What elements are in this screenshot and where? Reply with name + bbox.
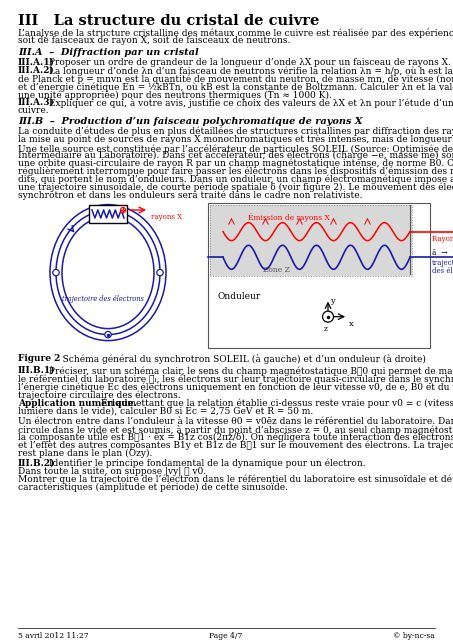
Text: Une telle source est constituée par l’accélérateur de particules SOLEIL (Source:: Une telle source est constituée par l’ac… (18, 143, 453, 154)
Text: Un électron entre dans l’onduleur à la vitesse θ0 = v0ēz dans le référentiel du : Un électron entre dans l’onduleur à la v… (18, 417, 453, 426)
Text: caractéristiques (amplitude et période) de cette sinusoïde.: caractéristiques (amplitude et période) … (18, 483, 288, 493)
Circle shape (120, 207, 125, 212)
Text: Application numérique.: Application numérique. (18, 399, 137, 408)
Text: Figure 2: Figure 2 (18, 354, 60, 363)
Text: lumière dans le vide), calculer B0 si Ec = 2,75 GeV et R = 50 m.: lumière dans le vide), calculer B0 si Ec… (18, 407, 313, 416)
Circle shape (53, 269, 59, 276)
Text: régulièrement interrompue pour faire passer les électrons dans les dispositifs d: régulièrement interrompue pour faire pas… (18, 167, 453, 177)
Text: III.A.3): III.A.3) (18, 98, 55, 107)
Text: une unité appropriée) pour des neutrons thermiques (Tn ≈ 1000 K).: une unité appropriée) pour des neutrons … (18, 90, 332, 99)
Text: III.B.1): III.B.1) (18, 366, 56, 375)
Text: Identifier le principe fondamental de la dynamique pour un électron.: Identifier le principe fondamental de la… (46, 459, 366, 468)
Text: la mise au point de sources de rayons X monochromatiques et très intenses, mais : la mise au point de sources de rayons X … (18, 135, 453, 145)
Text: Zone Z: Zone Z (263, 266, 290, 275)
Text: de Planck et p = mnvn est la quantité de mouvement du neutron, de masse mn, de v: de Planck et p = mnvn est la quantité de… (18, 74, 453, 83)
Text: rayons X: rayons X (151, 213, 182, 221)
Text: cuivre.: cuivre. (18, 106, 50, 115)
Bar (208, 203, 430, 348)
Text: Proposer un ordre de grandeur de la longueur d’onde λX pour un faisceau de rayon: Proposer un ordre de grandeur de la long… (46, 58, 451, 67)
Text: et l’effet des autres composantes B1y et B1z de B⃗1 sur le mouvement des électro: et l’effet des autres composantes B1y et… (18, 441, 453, 451)
Circle shape (323, 311, 333, 322)
Text: III.A.2): III.A.2) (18, 66, 55, 75)
Text: © by-nc-sa: © by-nc-sa (393, 632, 435, 640)
Circle shape (105, 332, 111, 338)
Text: III.A  –  Diffraction par un cristal: III.A – Diffraction par un cristal (18, 48, 199, 57)
Text: une orbite quasi-circulaire de rayon R par un champ magnétostatique intense, de : une orbite quasi-circulaire de rayon R p… (18, 159, 453, 168)
Text: Montrer que la trajectoire de l’électron dans le référentiel du laboratoire est : Montrer que la trajectoire de l’électron… (18, 475, 453, 484)
Text: Émission de rayons X: Émission de rayons X (248, 213, 330, 222)
Text: Expliquer ce qui, à votre avis, justifie ce choix des valeurs de λX et λn pour l: Expliquer ce qui, à votre avis, justifie… (46, 98, 453, 108)
Text: En admettant que la relation établie ci-dessus reste vraie pour v0 ≃ c (vitesse : En admettant que la relation établie ci-… (98, 399, 453, 408)
Text: synchrotron et dans les onduleurs sera traité dans le cadre non relativiste.: synchrotron et dans les onduleurs sera t… (18, 191, 362, 200)
Text: z: z (324, 324, 328, 333)
Text: III.B.2): III.B.2) (18, 459, 55, 468)
Text: Préciser, sur un schéma clair, le sens du champ magnétostatique B⃗0 qui permet d: Préciser, sur un schéma clair, le sens d… (46, 366, 453, 376)
Text: y: y (330, 297, 335, 305)
Text: trajectoire circulaire des électrons.: trajectoire circulaire des électrons. (18, 390, 181, 399)
Text: x: x (349, 319, 354, 328)
Text: rest plane dans le plan (Ozy).: rest plane dans le plan (Ozy). (18, 449, 152, 458)
Bar (210, 205, 412, 276)
Text: la composante utile est B⃗1 · ēx = B1z cos(2πz/δ). On négligera toute interactio: la composante utile est B⃗1 · ēx = B1z c… (18, 433, 453, 442)
Text: ā  →: ā → (432, 250, 448, 257)
Text: des électrons: des électrons (432, 268, 453, 275)
Text: dits, qui portent le nom d’onduleurs. Dans un onduleur, un champ électromagnétiq: dits, qui portent le nom d’onduleurs. Da… (18, 175, 453, 184)
Text: le référentiel du laboratoire ℛₗ, les électrons sur leur trajectoire quasi-circu: le référentiel du laboratoire ℛₗ, les él… (18, 374, 453, 383)
Text: La longueur d’onde λn d’un faisceau de neutrons vérifie la relation λn = h/p, où: La longueur d’onde λn d’un faisceau de n… (46, 66, 453, 76)
Text: III   La structure du cristal de cuivre: III La structure du cristal de cuivre (18, 14, 319, 28)
Text: Page 4/7: Page 4/7 (209, 632, 243, 640)
Text: trajectoire des électrons: trajectoire des électrons (62, 294, 144, 303)
Circle shape (157, 269, 163, 276)
Text: 5 avril 2012 11:27: 5 avril 2012 11:27 (18, 632, 89, 640)
Text: III.A.1): III.A.1) (18, 58, 55, 67)
Text: trajectoire: trajectoire (432, 259, 453, 268)
Text: une trajectoire sinusoïdale, de courte période spatiale δ (voir figure 2). Le mo: une trajectoire sinusoïdale, de courte p… (18, 183, 453, 193)
Text: et d’énergie cinétique En = ½kBTn, où kB est la constante de Boltzmann. Calculer: et d’énergie cinétique En = ½kBTn, où kB… (18, 82, 453, 92)
Text: Rayons X: Rayons X (432, 235, 453, 243)
Text: Onduleur: Onduleur (218, 292, 261, 301)
Text: III.B  –  Production d’un faisceau polychromatique de rayons X: III.B – Production d’un faisceau polychr… (18, 117, 362, 126)
Text: Schéma général du synchrotron SOLEIL (à gauche) et d’un onduleur (à droite): Schéma général du synchrotron SOLEIL (à … (54, 354, 426, 364)
Text: circule dans le vide et est soumis, à partir du point d’abscisse z = 0, au seul : circule dans le vide et est soumis, à pa… (18, 425, 453, 435)
Text: L’analyse de la structure cristalline des métaux comme le cuivre est réalisée pa: L’analyse de la structure cristalline de… (18, 28, 453, 38)
Text: La conduite d’études de plus en plus détaillées de structures cristallines par d: La conduite d’études de plus en plus dét… (18, 127, 453, 136)
Circle shape (105, 207, 111, 214)
Bar (89, 205, 127, 223)
Text: soit de faisceaux de rayon X, soit de faisceaux de neutrons.: soit de faisceaux de rayon X, soit de fa… (18, 36, 290, 45)
Text: Dans toute la suite, on suppose |vy| ≪ v0.: Dans toute la suite, on suppose |vy| ≪ v… (18, 467, 206, 477)
Text: l’énergie cinétique Ec des électrons uniquement en fonction de leur vitesse v0, : l’énergie cinétique Ec des électrons uni… (18, 382, 453, 392)
Bar (210, 205, 412, 276)
Text: Intermédiaire au Laboratoire). Dans cet accélérateur, des électrons (charge −e, : Intermédiaire au Laboratoire). Dans cet … (18, 151, 453, 161)
